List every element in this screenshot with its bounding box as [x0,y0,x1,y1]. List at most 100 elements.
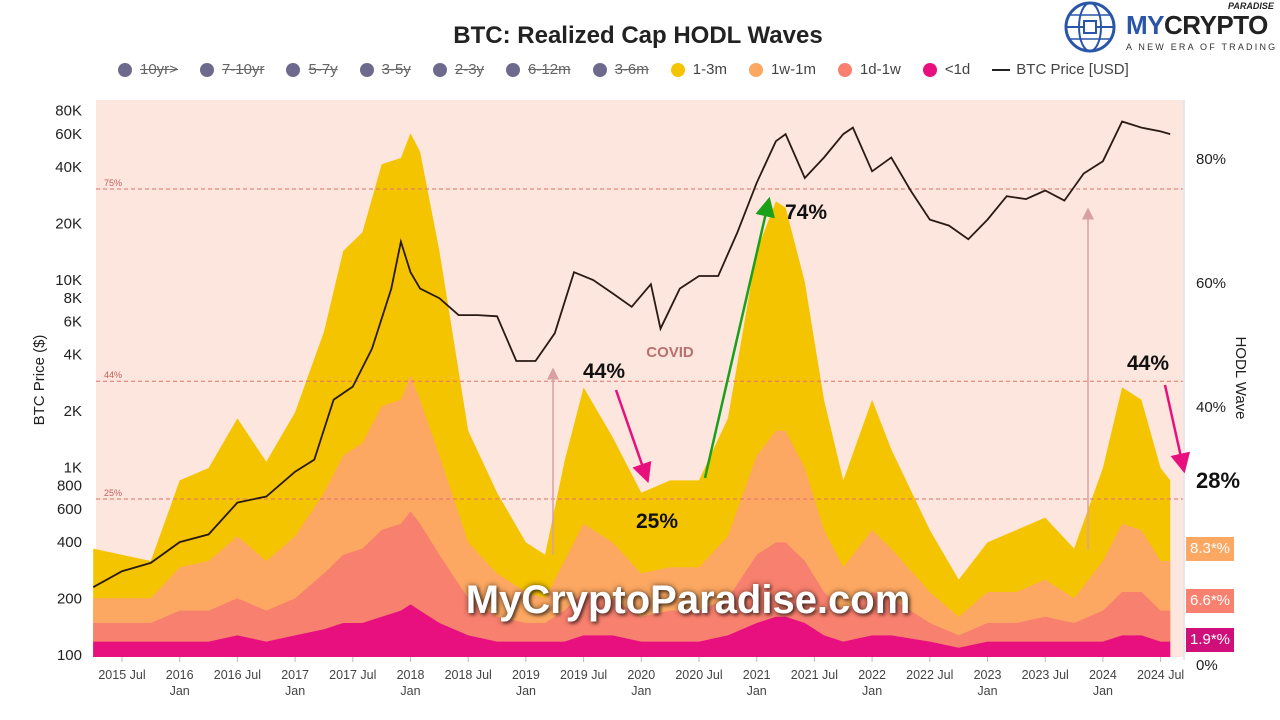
x-axis-tick: 2019 Jul [560,668,607,682]
legend-dot-swatch [592,62,607,77]
legend-label: 1w-1m [770,61,816,78]
left-axis-tick: 600 [57,501,82,518]
left-axis-tick: 80K [55,103,82,120]
x-axis-tick-sub: Jan [285,684,305,698]
tag-1d-1w: 6.6*% [1186,589,1234,613]
legend-item[interactable]: 10yr> [118,61,178,78]
legend-item[interactable]: 1-3m [670,61,727,78]
legend-item[interactable]: 6-12m [506,61,571,78]
x-axis-tick-sub: Jan [977,684,997,698]
logo-tagline: A NEW ERA OF TRADING [1126,42,1278,52]
left-axis-tick: 2K [64,403,82,420]
left-axis-tick: 100 [57,647,82,664]
legend-item[interactable]: 7-10yr [199,61,265,78]
legend-item[interactable]: 2-3y [432,61,485,78]
annotation-peak-2024: 44% [1127,352,1169,375]
legend-dot-swatch [506,62,521,77]
left-axis-tick: 4K [64,347,82,364]
left-axis-tick: 1K [64,460,82,477]
x-axis-tick-sub: Jan [747,684,767,698]
x-axis-tick: 2015 Jul [98,668,145,682]
x-axis-tick: 2024 Jul [1137,668,1184,682]
legend-dot-swatch [286,62,301,77]
legend-label: 2-3y [454,61,485,78]
x-axis-tick-sub: Jan [1093,684,1113,698]
x-axis-tick: 2023 [974,668,1002,682]
right-axis-tick: 80% [1196,151,1226,168]
legend-label: 6-12m [528,61,571,78]
legend-dot-swatch [837,62,852,77]
legend-item[interactable]: 1d-1w [837,61,901,78]
x-axis-tick-sub: Jan [400,684,420,698]
legend-label: <1d [944,61,971,78]
btc-price-line [92,120,1171,588]
globe-circuit-icon [1064,1,1116,53]
watermark: MyCryptoParadise.com [465,578,911,622]
legend-item[interactable]: 3-5y [359,61,411,78]
legend-label: 3-6m [614,61,649,78]
x-axis-tick: 2018 [397,668,425,682]
area-1d-1w [93,511,1171,657]
legend-dot-swatch [670,62,685,77]
logo-wordmark: MYCRYPTO [1126,10,1268,40]
left-axis-tick: 8K [64,290,82,307]
annotation-current: 28% [1196,468,1240,493]
legend-label: 5-7y [308,61,338,78]
x-axis-tick: 2019 [512,668,540,682]
legend-dot-swatch [432,62,447,77]
legend-item[interactable]: 1w-1m [748,61,816,78]
legend-dot-swatch [748,62,763,77]
legend-label: 7-10yr [221,61,265,78]
annotation-peak-2019: 44% [583,360,625,383]
annotation-peak-2021: 74% [785,201,827,224]
x-axis-tick-sub: Jan [631,684,651,698]
x-axis-tick: 2016 [166,668,194,682]
left-axis-tick: 60K [55,126,82,143]
arrow-decline-2019 [614,389,652,484]
legend-label: 10yr> [140,61,178,78]
logo-paradise: PARADISE [1228,1,1274,11]
x-axis-tick: 2021 Jul [791,668,838,682]
x-axis-tick-sub: Jan [516,684,536,698]
left-axis-tick: 40K [55,159,82,176]
legend-label: 1-3m [692,61,727,78]
reference-line-label: 44% [104,370,122,380]
x-axis-tick: 2021 [743,668,771,682]
legend-line-swatch [992,68,1011,71]
legend-item[interactable]: BTC Price [USD] [992,61,1129,78]
right-axis-tick: 40% [1196,399,1226,416]
x-axis-tick: 2020 [627,668,655,682]
legend-dot-swatch [199,62,214,77]
annotation-covid: COVID [646,344,694,361]
x-axis-tick: 2022 [858,668,886,682]
legend-item[interactable]: <1d [922,61,971,78]
annotation-low-2020: 25% [636,510,678,533]
chart-title: BTC: Realized Cap HODL Waves [453,22,823,49]
left-axis-tick: 800 [57,478,82,495]
right-axis-tick: 60% [1196,275,1226,292]
x-axis-tick: 2022 Jul [906,668,953,682]
x-axis-tick: 2024 [1089,668,1117,682]
logo: MYCRYPTO PARADISE A NEW ERA OF TRADING [1062,0,1278,58]
left-axis-tick: 400 [57,534,82,551]
legend-item[interactable]: 3-6m [592,61,649,78]
x-axis-tick: 2020 Jul [675,668,722,682]
arrow-rise-2021 [703,196,775,479]
x-axis-tick: 2018 Jul [445,668,492,682]
chart-legend: 10yr> 7-10yr 5-7y 3-5y 2-3y 6-12m 3-6m 1-3m 1w-1… [118,61,1151,78]
x-axis-tick: 2016 Jul [214,668,261,682]
left-axis-tick: 6K [64,314,82,331]
tag-lt-1d: 1.9*% [1186,628,1234,652]
legend-item[interactable]: 5-7y [286,61,338,78]
right-axis-label: HODL Wave [1232,336,1249,419]
left-axis-tick: 10K [55,272,82,289]
area-lt-1d [93,604,1171,657]
left-axis-tick: 20K [55,216,82,233]
legend-label: BTC Price [USD] [1016,61,1129,78]
x-axis-tick-sub: Jan [862,684,882,698]
x-axis-tick-sub: Jan [170,684,190,698]
x-axis-tick: 2023 Jul [1022,668,1069,682]
reference-line-label: 75% [104,178,122,188]
left-axis-label: BTC Price ($) [31,335,48,426]
